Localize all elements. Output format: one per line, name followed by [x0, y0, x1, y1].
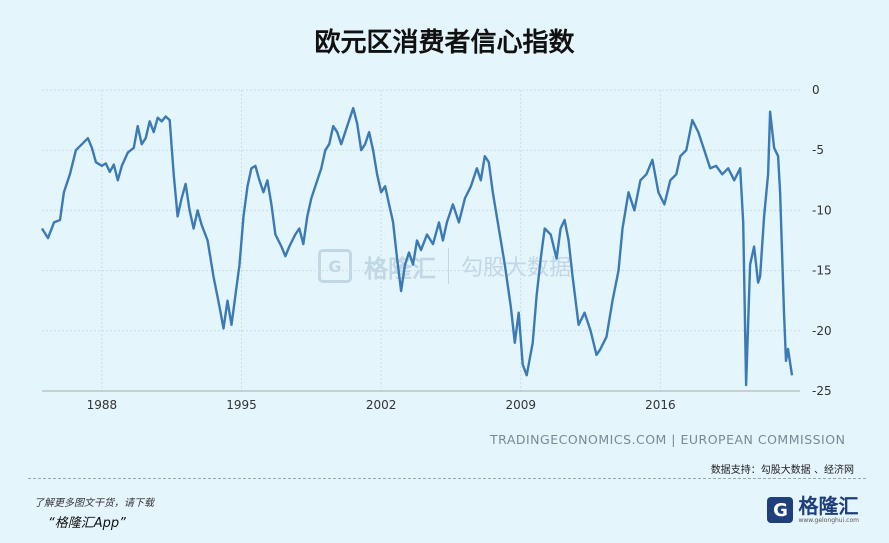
y-tick-label: -25 [812, 384, 832, 398]
footer-separator [28, 478, 866, 479]
watermark: G 格隆汇 勾股大数据 [318, 248, 571, 284]
watermark-divider [448, 248, 449, 284]
y-tick-label: -15 [812, 264, 832, 278]
x-tick-label: 1988 [87, 398, 118, 412]
series-line [40, 106, 794, 387]
logo-url: www.gelonghui.com [798, 517, 859, 524]
app-name: “格隆汇App” [48, 516, 126, 531]
logo-name: 格隆汇 [798, 494, 859, 518]
download-tip: 了解更多图文干货，请下载 [34, 498, 154, 509]
x-tick-label: 2016 [645, 398, 676, 412]
x-tick-label: 2002 [366, 398, 397, 412]
source-label: TRADINGECONOMICS.COM | EUROPEAN COMMISSI… [490, 432, 846, 447]
y-tick-label: -20 [812, 324, 832, 338]
line-chart: 0 -5 -10 -15 -20 -25 1988 1995 2002 2009 2016 [40, 83, 832, 412]
watermark-brand2: 勾股大数据 [461, 256, 572, 281]
logo-icon: G [767, 497, 794, 523]
y-tick-label: -10 [812, 203, 832, 217]
y-tick-label: 0 [812, 83, 820, 97]
brand-logo[interactable]: G 格隆汇 www.gelonghui.com [767, 496, 859, 524]
x-tick-label: 2009 [505, 398, 536, 412]
y-tick-label: -5 [812, 143, 824, 157]
data-support-label: 数据支持：勾股大数据 、经济网 [710, 465, 854, 476]
x-tick-label: 1995 [226, 398, 257, 412]
chart-title: 欧元区消费者信心指数 [314, 28, 575, 58]
